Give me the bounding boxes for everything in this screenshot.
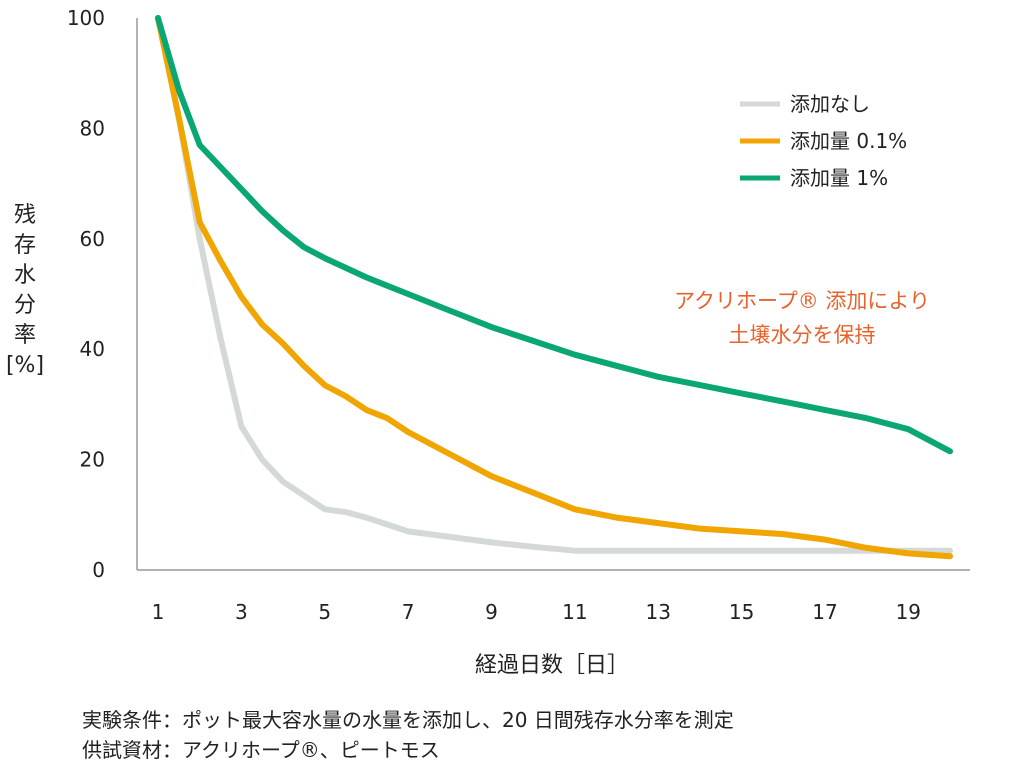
x-axis-title: 経過日数［日］: [475, 653, 629, 678]
y-tick-label-100: 100: [67, 6, 105, 30]
y-axis-title-part-2: 存: [14, 233, 36, 258]
annotation-line-1: アクリホープ® 添加により: [674, 289, 930, 313]
legend-label-3: 添加量 1%: [790, 166, 888, 190]
x-tick-label-7: 7: [402, 600, 415, 624]
annotation-line-2: 土壌水分を保持: [729, 323, 876, 347]
y-axis-title-part-6: [%]: [6, 353, 44, 378]
y-tick-label-20: 20: [80, 448, 105, 472]
x-tick-label-1: 1: [152, 600, 165, 624]
series-line-1: [155, 15, 953, 554]
axes: [136, 18, 970, 571]
y-axis-title-part-1: 残: [14, 203, 36, 228]
legend-label-2: 添加量 0.1%: [790, 129, 907, 153]
y-axis-title-part-4: 分: [14, 293, 36, 318]
y-tick-label-60: 60: [80, 227, 105, 251]
footnote-conditions: 実験条件：ポット最大容水量の水量を添加し、20 日間残存水分率を測定: [82, 708, 734, 732]
x-tick-label-5: 5: [318, 600, 331, 624]
x-tick-labels: 1 3 5 7 9 11 13 15 17 19: [152, 600, 921, 624]
x-tick-label-11: 11: [562, 600, 587, 624]
y-axis-title: 残存水分率 [%]: [6, 203, 44, 378]
y-tick-label-40: 40: [80, 337, 105, 361]
y-tick-label-0: 0: [92, 558, 105, 582]
legend-label-1: 添加なし: [790, 92, 870, 116]
x-tick-label-3: 3: [235, 600, 248, 624]
x-tick-label-19: 19: [896, 600, 921, 624]
series-line-2: [155, 15, 953, 560]
x-tick-label-9: 9: [485, 600, 498, 624]
series-lines: [155, 15, 953, 560]
x-tick-label-15: 15: [729, 600, 754, 624]
y-tick-label-80: 80: [80, 116, 105, 140]
footnote-materials: 供試資材：アクリホープ®、ピートモス: [82, 738, 440, 762]
x-tick-label-17: 17: [812, 600, 837, 624]
y-axis-title-part-5: 率: [14, 323, 36, 348]
x-tick-label-13: 13: [645, 600, 670, 624]
y-tick-labels: 0 20 40 60 80 100: [67, 6, 105, 582]
y-axis-title-part-3: 水: [14, 263, 36, 288]
series-line-3: [155, 15, 953, 455]
